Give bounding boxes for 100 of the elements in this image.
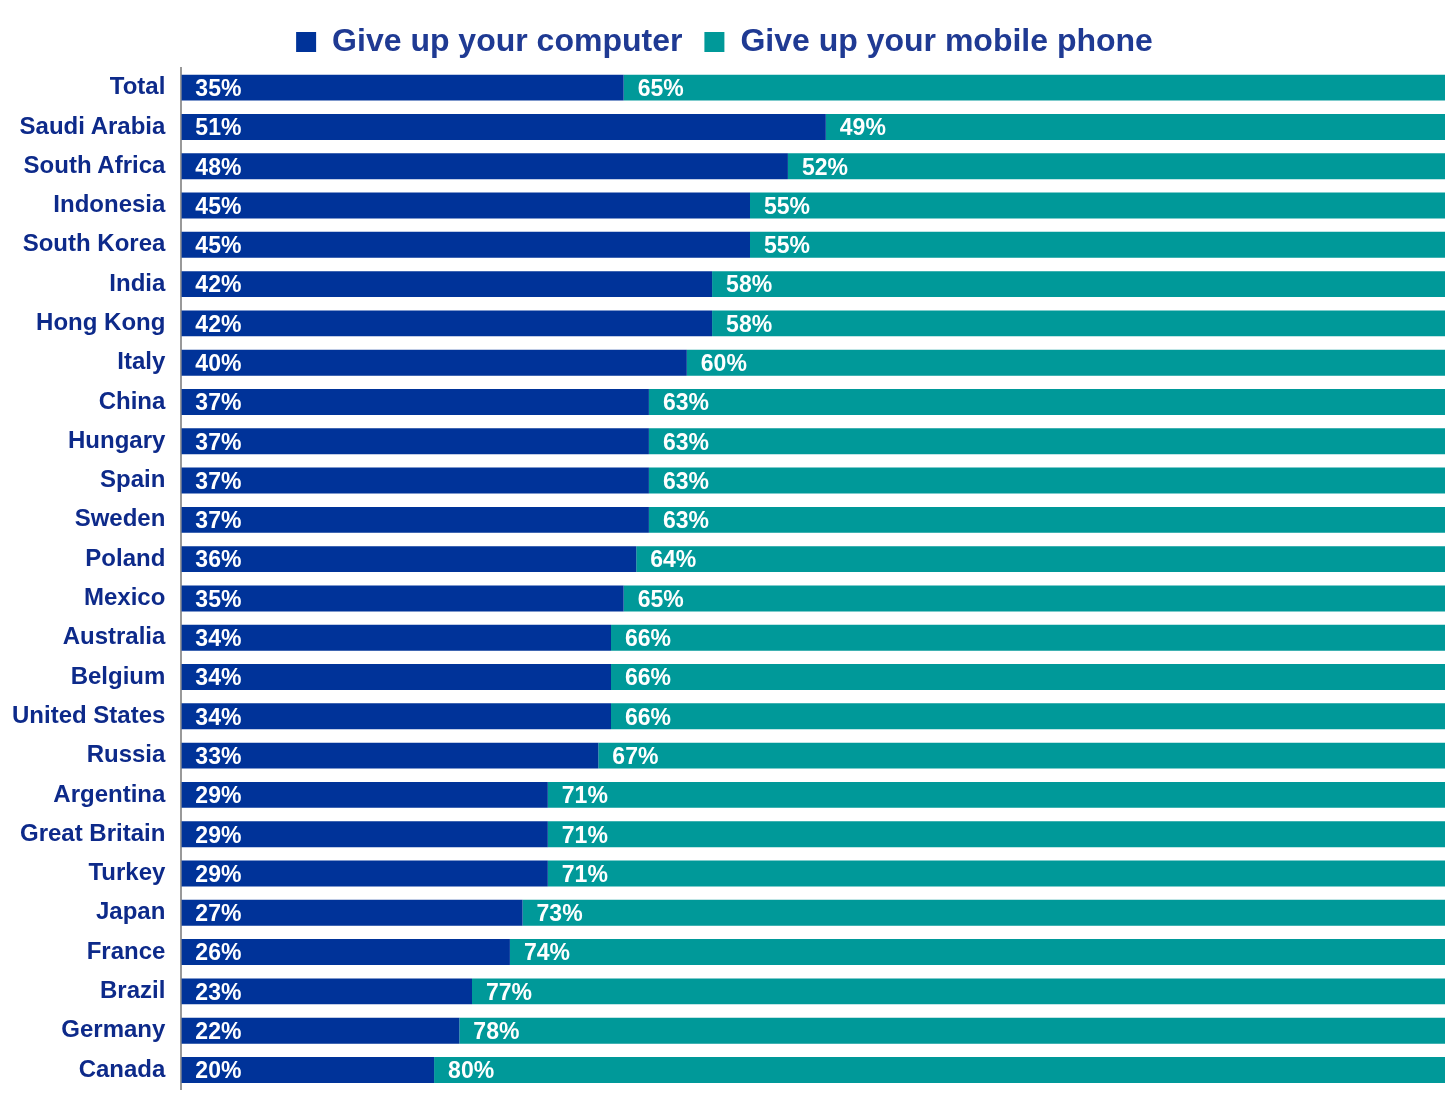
data-label: 58%	[726, 310, 773, 337]
data-label: 55%	[764, 192, 811, 219]
y-tick-label: Turkey	[88, 858, 167, 886]
data-label: 48%	[195, 153, 242, 180]
bar	[623, 74, 1445, 101]
y-tick-label: India	[109, 268, 166, 296]
data-label: 34%	[195, 625, 242, 652]
bar	[611, 664, 1445, 690]
bar	[181, 546, 637, 573]
data-label: 36%	[195, 546, 242, 573]
bar	[547, 860, 1445, 887]
y-tick-label: Sweden	[74, 504, 166, 532]
data-label: 65%	[637, 74, 684, 101]
data-label: 37%	[195, 467, 242, 494]
data-label: 22%	[195, 1018, 242, 1045]
bar	[611, 624, 1445, 651]
bar	[181, 585, 624, 612]
data-label: 23%	[195, 978, 242, 1005]
bar	[181, 1056, 435, 1083]
bar	[181, 349, 687, 376]
bar	[648, 506, 1445, 533]
data-label: 64%	[650, 546, 697, 573]
data-label: 35%	[195, 74, 242, 101]
data-label: 80%	[448, 1057, 495, 1084]
bar	[712, 310, 1445, 337]
data-label: 63%	[662, 389, 709, 416]
bar	[181, 113, 826, 140]
y-tick-label: China	[98, 386, 167, 414]
data-label: 78%	[473, 1018, 520, 1045]
y-tick-label: Mexico	[83, 583, 166, 611]
bar	[181, 978, 472, 1005]
data-label: 45%	[195, 232, 242, 259]
y-tick-label: Australia	[62, 622, 167, 650]
bar	[181, 939, 510, 966]
y-tick-label: Argentina	[53, 779, 167, 807]
bar	[547, 821, 1445, 848]
data-label: 29%	[195, 821, 242, 848]
bar	[825, 113, 1445, 140]
data-label: 29%	[195, 782, 242, 809]
bar	[598, 742, 1445, 769]
data-label: 63%	[662, 467, 709, 494]
data-label: 27%	[195, 900, 242, 927]
bar	[459, 1017, 1445, 1044]
data-label: 63%	[662, 507, 709, 534]
y-tick-label: Hungary	[68, 425, 166, 453]
bar	[750, 231, 1445, 258]
y-tick-label: Indonesia	[53, 190, 166, 218]
data-label: 52%	[801, 153, 848, 180]
data-label: 67%	[612, 742, 659, 769]
data-label: 74%	[523, 939, 570, 966]
data-label: 71%	[561, 821, 608, 848]
legend-label: Give up your mobile phone	[740, 21, 1153, 58]
data-label: 66%	[625, 703, 672, 730]
y-tick-label: Total	[109, 72, 166, 100]
data-label: 34%	[195, 664, 242, 691]
bar	[181, 664, 611, 690]
data-label: 42%	[195, 271, 242, 298]
data-label: 60%	[700, 350, 747, 377]
data-label: 33%	[195, 742, 242, 769]
bar	[181, 703, 611, 730]
y-tick-label: Poland	[85, 543, 166, 571]
data-label: 49%	[839, 114, 886, 141]
data-label: 45%	[195, 192, 242, 219]
y-tick-label: Belgium	[70, 661, 166, 689]
data-label: 71%	[561, 782, 608, 809]
data-label: 37%	[195, 389, 242, 416]
bar	[434, 1056, 1445, 1083]
legend-label: Give up your computer	[332, 21, 683, 58]
bar	[686, 349, 1445, 376]
data-label: 37%	[195, 428, 242, 455]
bar	[547, 781, 1445, 808]
y-tick-label: Japan	[95, 897, 166, 925]
data-label: 26%	[195, 939, 242, 966]
data-label: 71%	[561, 860, 608, 887]
bar	[181, 231, 750, 258]
bar	[181, 389, 649, 415]
bar	[648, 467, 1445, 494]
data-label: 66%	[625, 625, 672, 652]
bar	[611, 703, 1445, 730]
y-tick-label: Great Britain	[19, 818, 166, 846]
bar	[522, 899, 1445, 926]
y-tick-label: Canada	[78, 1054, 167, 1082]
bar	[181, 821, 548, 848]
data-label: 29%	[195, 860, 242, 887]
data-label: 63%	[662, 428, 709, 455]
y-tick-label: Russia	[86, 740, 167, 768]
y-tick-label: France	[86, 936, 166, 964]
bar	[472, 978, 1445, 1005]
y-tick-label: United States	[11, 700, 166, 728]
bar	[181, 153, 788, 180]
data-label: 65%	[637, 585, 684, 612]
bar	[181, 899, 523, 926]
data-label: 51%	[195, 114, 242, 141]
data-label: 37%	[195, 507, 242, 534]
y-tick-label: Germany	[61, 1015, 166, 1043]
data-label: 34%	[195, 703, 242, 730]
bar	[181, 74, 624, 101]
data-label: 40%	[195, 350, 242, 377]
data-label: 58%	[726, 271, 773, 298]
bar	[181, 781, 548, 808]
